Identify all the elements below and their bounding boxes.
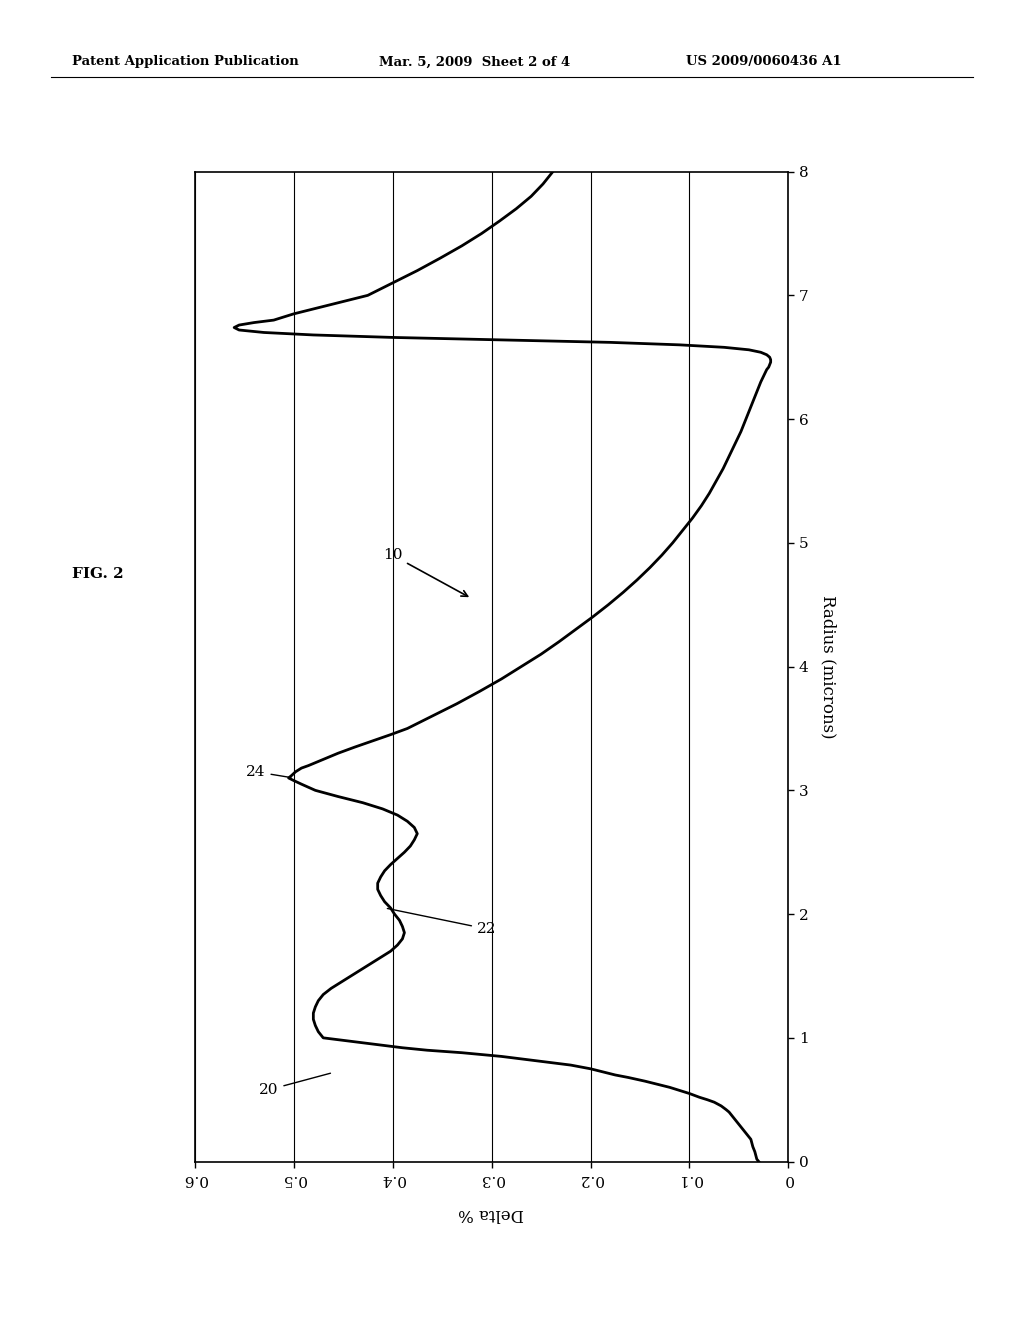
- Text: 20: 20: [259, 1073, 331, 1097]
- Text: 24: 24: [246, 764, 291, 779]
- Text: 22: 22: [387, 908, 497, 936]
- Text: FIG. 2: FIG. 2: [72, 568, 123, 581]
- Text: Mar. 5, 2009  Sheet 2 of 4: Mar. 5, 2009 Sheet 2 of 4: [379, 55, 570, 69]
- X-axis label: Delta %: Delta %: [459, 1205, 524, 1222]
- Text: 10: 10: [383, 548, 468, 597]
- Text: Patent Application Publication: Patent Application Publication: [72, 55, 298, 69]
- Y-axis label: Radius (microns): Radius (microns): [819, 595, 837, 738]
- Text: US 2009/0060436 A1: US 2009/0060436 A1: [686, 55, 842, 69]
